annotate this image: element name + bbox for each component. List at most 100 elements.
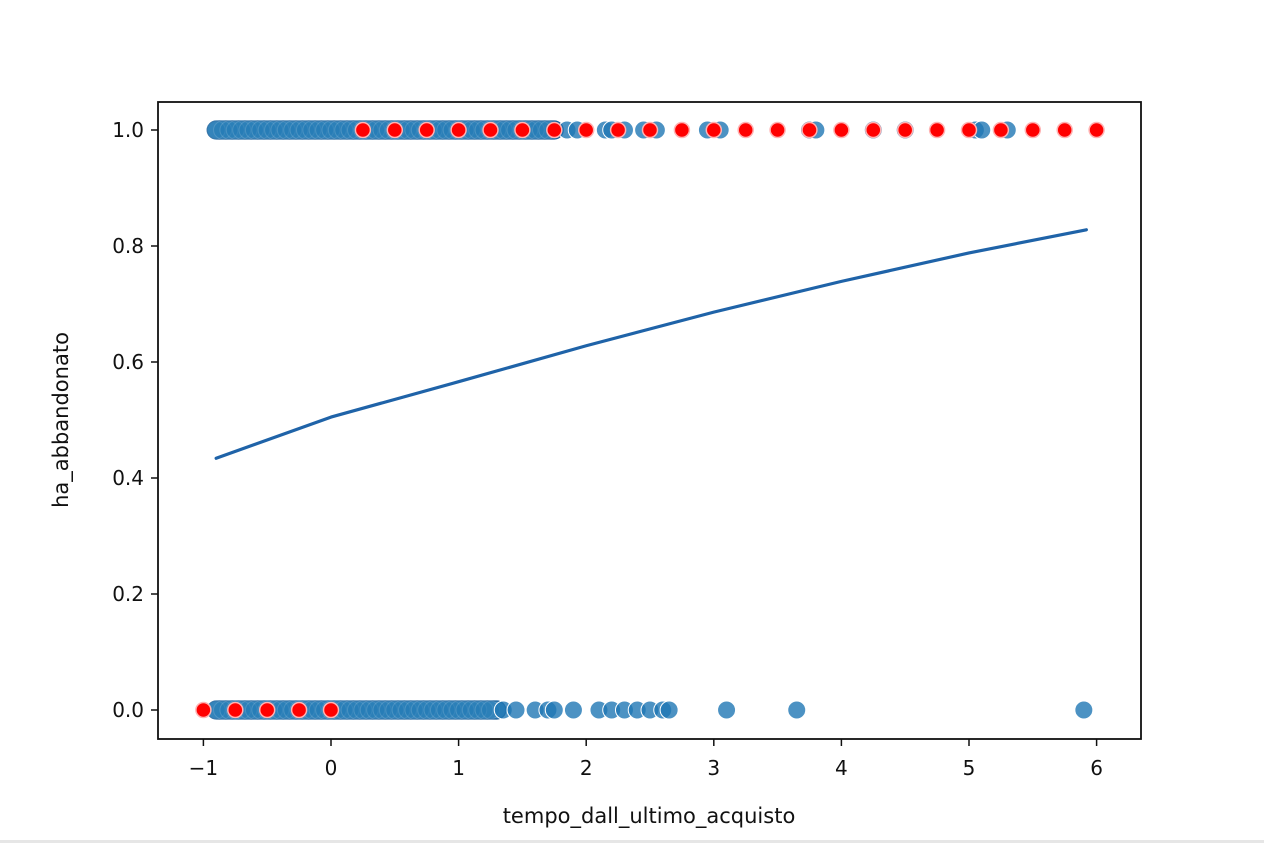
predicted-point: [418, 121, 435, 139]
data-point: [327, 120, 347, 140]
predicted-point: [801, 121, 818, 139]
data-point: [334, 120, 354, 140]
predicted-point: [896, 121, 914, 139]
data-point: [264, 120, 284, 140]
data-point: [787, 700, 807, 720]
data-point: [366, 700, 386, 720]
data-point: [219, 120, 239, 140]
data-point: [244, 120, 264, 140]
y-axis-label: ha_abbandonato: [49, 332, 74, 508]
data-point: [289, 120, 309, 140]
predicted-point: [865, 121, 882, 139]
data-point: [455, 700, 475, 720]
predicted-point: [386, 121, 404, 139]
data-point: [315, 120, 335, 140]
plot-area: [195, 120, 1105, 720]
predicted-point: [195, 701, 212, 719]
data-point: [257, 120, 277, 140]
x-tick-label: 0: [325, 756, 338, 780]
x-tick-label: 6: [1090, 756, 1103, 780]
data-point: [283, 120, 303, 140]
data-point: [474, 700, 494, 720]
y-tick-label: 1.0: [112, 118, 144, 142]
data-point: [321, 120, 341, 140]
data-point: [417, 700, 437, 720]
data-point: [308, 120, 328, 140]
predicted-point: [960, 121, 978, 139]
x-tick-label: −1: [189, 756, 218, 780]
x-tick-label: 2: [580, 756, 593, 780]
bottom-edge: [0, 840, 1264, 843]
data-point: [238, 120, 258, 140]
data-point: [353, 700, 373, 720]
x-tick-label: 1: [452, 756, 465, 780]
predicted-point: [546, 121, 563, 139]
predicted-point: [737, 121, 754, 139]
data-point: [506, 700, 526, 720]
predicted-point: [992, 121, 1010, 139]
x-tick-label: 5: [963, 756, 976, 780]
logistic-fit-line: [214, 228, 1088, 460]
data-point: [429, 700, 449, 720]
predicted-point: [609, 121, 627, 139]
predicted-point: [833, 121, 850, 139]
predicted-point: [258, 701, 276, 719]
data-point: [225, 120, 245, 140]
data-point: [544, 700, 564, 720]
data-point: [410, 700, 430, 720]
data-point: [359, 700, 379, 720]
predicted-point: [641, 121, 659, 139]
predicted-point: [1056, 121, 1073, 139]
predicted-point: [705, 121, 723, 139]
predicted-point: [227, 701, 244, 719]
data-point: [232, 120, 252, 140]
data-point: [295, 120, 315, 140]
data-point: [449, 700, 469, 720]
y-tick-label: 0.6: [112, 350, 144, 374]
data-point: [404, 700, 424, 720]
x-tick-label: 3: [707, 756, 720, 780]
predicted-point: [482, 121, 499, 139]
data-point: [276, 120, 296, 140]
predicted-point: [290, 701, 308, 719]
x-axis-ticks: −1 0 1 2 3 4 5 6: [189, 739, 1103, 780]
data-point: [717, 700, 737, 720]
predicted-point: [450, 121, 467, 139]
data-point: [347, 700, 367, 720]
data-point: [436, 700, 456, 720]
data-point: [659, 700, 679, 720]
data-point: [1074, 700, 1094, 720]
x-tick-label: 4: [835, 756, 848, 780]
predicted-points: [354, 121, 1105, 139]
data-point: [251, 120, 271, 140]
data-point: [378, 700, 398, 720]
y-tick-label: 0.4: [112, 466, 144, 490]
predicted-point: [1088, 121, 1105, 139]
axes-frame: [157, 101, 1142, 740]
data-point: [461, 700, 481, 720]
predicted-point: [673, 121, 691, 139]
y-tick-label: 0.2: [112, 582, 144, 606]
data-point: [270, 120, 290, 140]
predicted-point: [928, 121, 946, 139]
predicted-point: [354, 121, 372, 139]
data-point: [563, 700, 583, 720]
data-point: [442, 700, 462, 720]
predicted-point: [769, 121, 786, 139]
data-point: [385, 700, 405, 720]
data-point: [213, 120, 233, 140]
data-point: [206, 120, 226, 140]
predicted-point: [1024, 121, 1042, 139]
y-tick-label: 0.0: [112, 698, 144, 722]
predicted-point: [514, 121, 531, 139]
predicted-point: [577, 121, 595, 139]
data-point: [398, 700, 418, 720]
data-point: [468, 700, 488, 720]
data-point: [302, 120, 322, 140]
data-point: [423, 700, 443, 720]
data-point: [391, 700, 411, 720]
predicted-point: [322, 701, 340, 719]
y-tick-label: 0.8: [112, 234, 144, 258]
data-point: [372, 700, 392, 720]
